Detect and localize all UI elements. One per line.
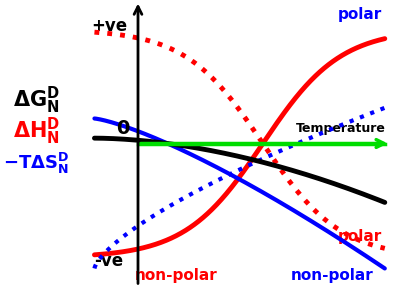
Text: +ve: +ve	[91, 17, 127, 35]
Text: $\mathbf{\Delta G_N^D}$: $\mathbf{\Delta G_N^D}$	[13, 85, 60, 116]
Text: Temperature: Temperature	[296, 122, 386, 135]
Text: non-polar: non-polar	[134, 268, 217, 283]
Text: non-polar: non-polar	[291, 268, 374, 283]
Text: -ve: -ve	[94, 252, 124, 270]
Text: $\mathbf{\Delta H_N^D}$: $\mathbf{\Delta H_N^D}$	[13, 115, 60, 147]
Text: 0: 0	[116, 119, 129, 138]
Text: polar: polar	[338, 7, 382, 22]
Text: $\mathbf{-T\Delta S_N^D}$: $\mathbf{-T\Delta S_N^D}$	[3, 151, 70, 176]
Text: polar: polar	[338, 229, 382, 244]
